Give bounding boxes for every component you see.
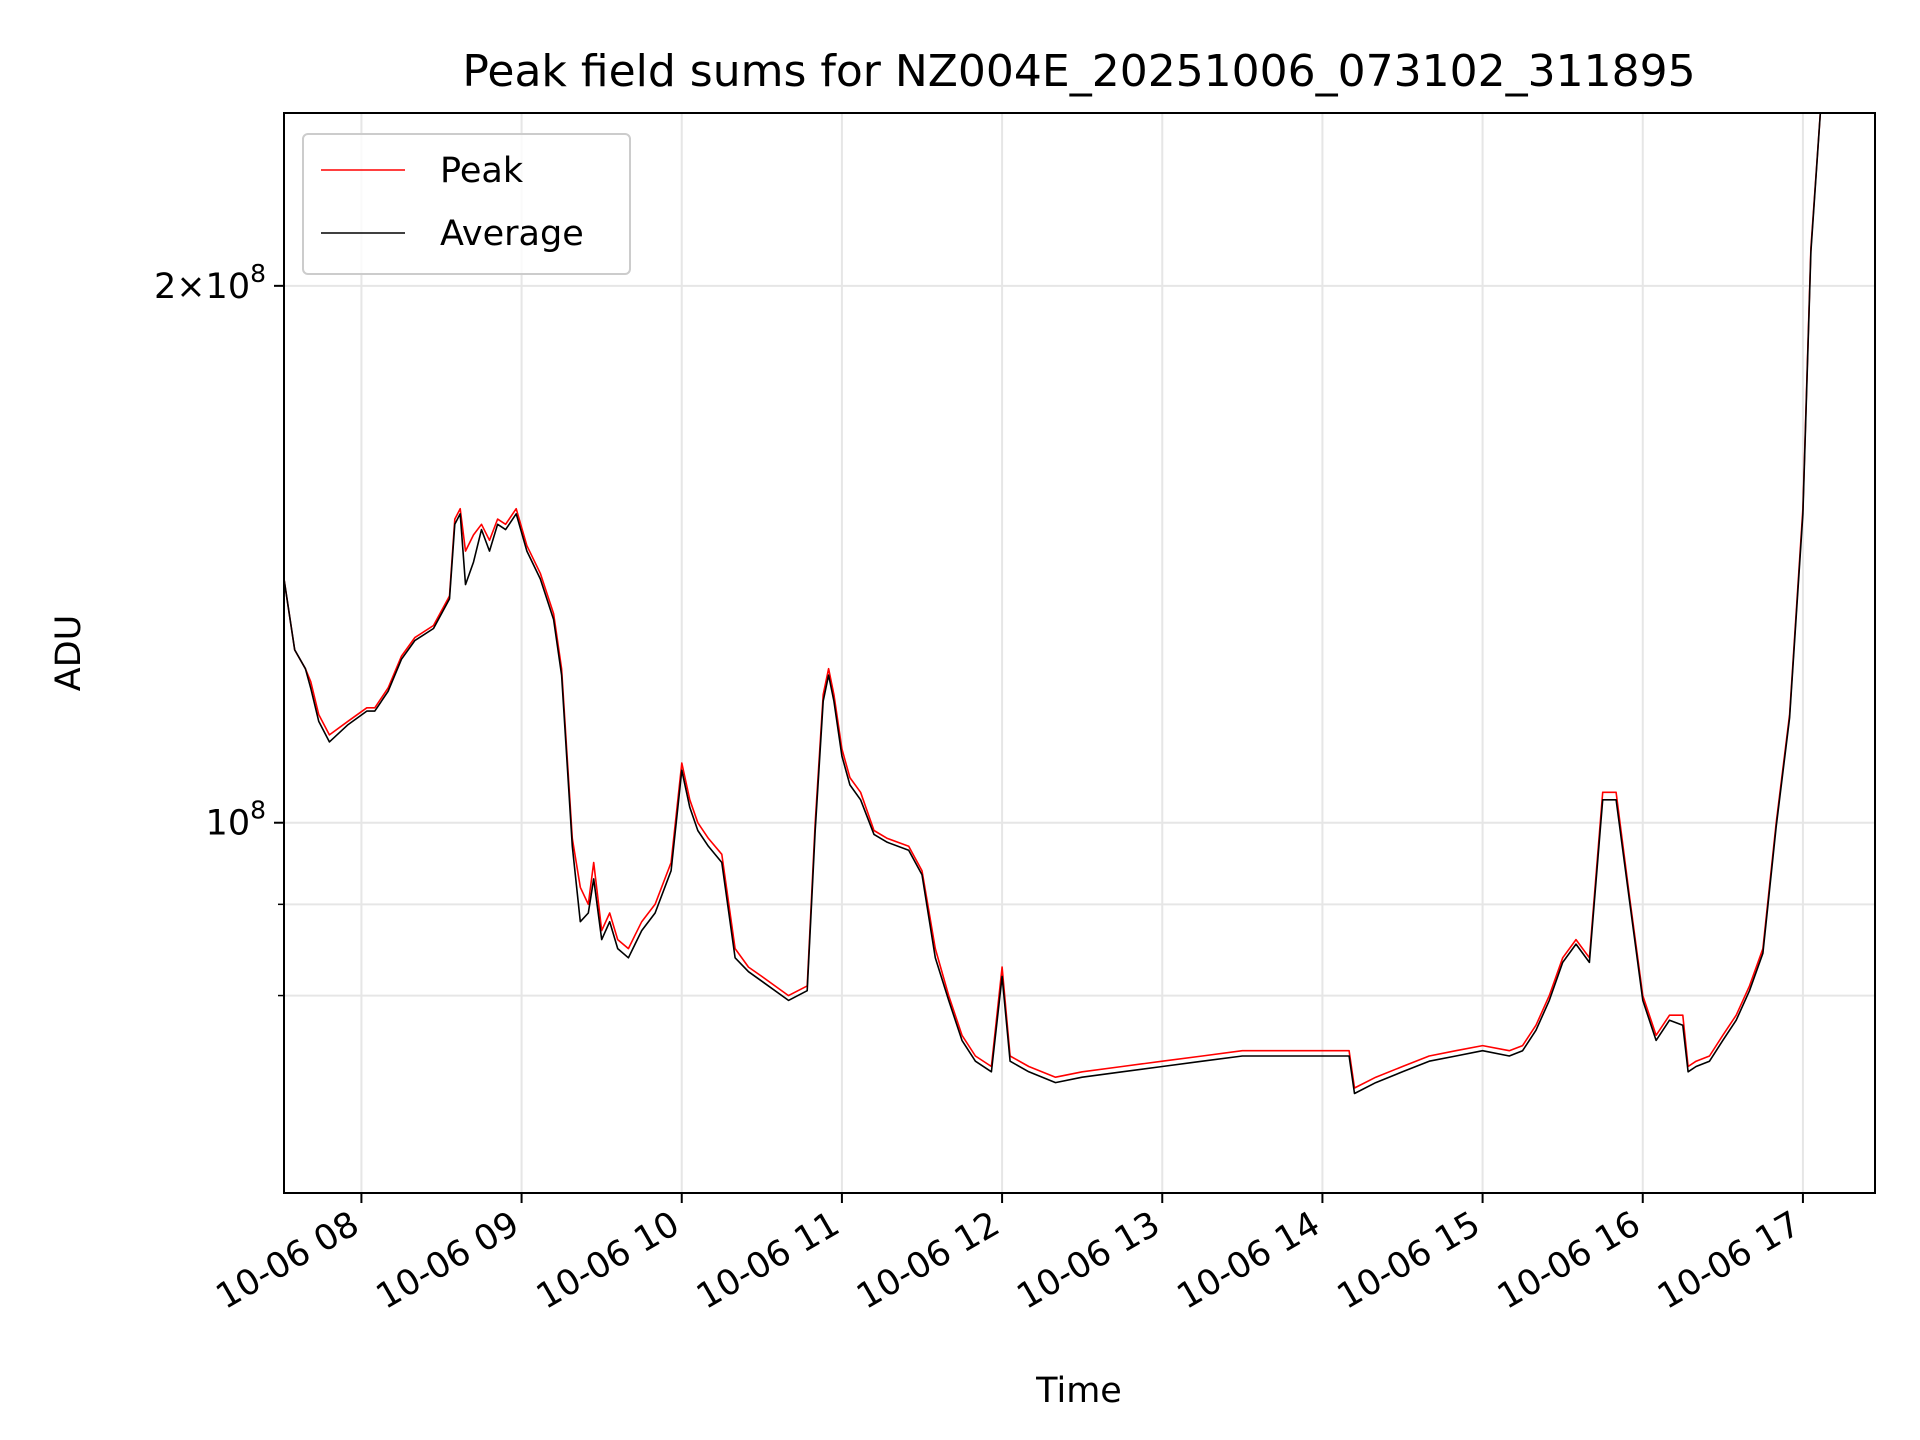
legend: Peak Average [302,133,631,275]
chart-title: Peak field sums for NZ004E_20251006_0731… [462,46,1695,97]
x-tick-label: 10-06 17 [1651,1204,1807,1317]
series-line-average [284,113,1822,1095]
x-axis-label: Time [1035,1371,1122,1411]
legend-label-peak: Peak [440,151,524,191]
x-tick-label: 10-06 09 [370,1204,526,1317]
x-tick-label: 10-06 08 [210,1204,366,1317]
x-tick-label: 10-06 11 [690,1204,846,1317]
x-tick-label: 10-06 14 [1171,1204,1327,1317]
x-tick-label: 10-06 10 [530,1204,686,1317]
x-tick-label: 10-06 13 [1010,1204,1166,1317]
x-tick-label: 10-06 12 [850,1204,1006,1317]
legend-box [302,133,631,275]
y-tick-label: 2×108 [154,259,266,307]
grid-lines [284,113,1875,1193]
y-tick-label: 108 [206,796,266,844]
legend-label-average: Average [440,214,584,254]
y-axis-ticks: 108 2×108 [154,259,284,997]
series-line-peak [284,113,1822,1089]
y-axis-label: ADU [49,615,89,692]
x-axis-ticks: 10-06 08 10-06 09 10-06 10 10-06 11 10-06 12… [210,1193,1807,1317]
x-tick-label: 10-06 16 [1491,1204,1647,1317]
series-lines [284,113,1822,1095]
plot-frame [283,112,1876,1194]
x-tick-label: 10-06 15 [1331,1204,1487,1317]
